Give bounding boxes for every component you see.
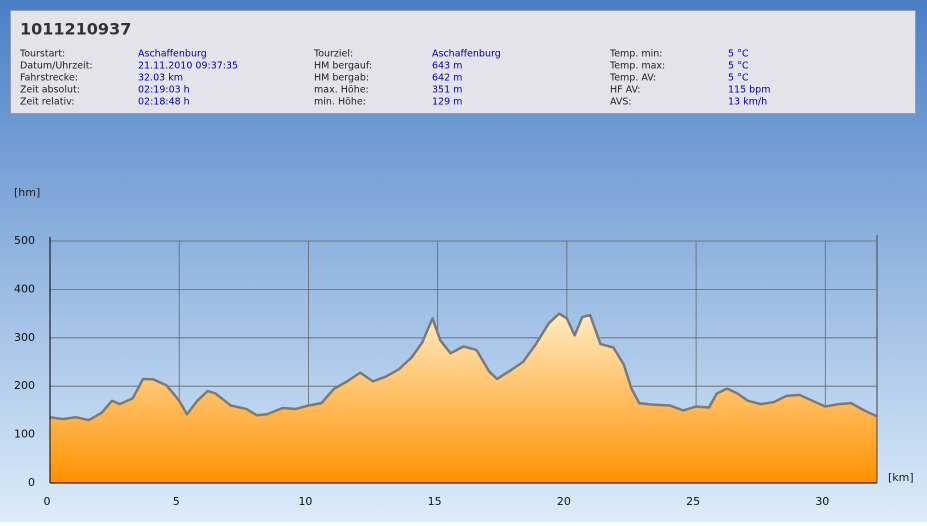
info-panel bbox=[10, 10, 916, 114]
y-tick-label: 400 bbox=[14, 282, 35, 295]
info-value: 643 m bbox=[432, 61, 462, 72]
tour-title: 1011210937 bbox=[20, 20, 131, 39]
y-tick-label: 300 bbox=[14, 331, 35, 344]
info-label: Tourziel: bbox=[313, 49, 353, 60]
y-tick-label: 100 bbox=[14, 428, 35, 441]
info-label: Zeit absolut: bbox=[20, 85, 80, 96]
info-value: 13 km/h bbox=[728, 97, 767, 108]
elevation-line bbox=[49, 312, 878, 422]
info-label: max. Höhe: bbox=[314, 85, 369, 96]
info-label: Temp. min: bbox=[609, 49, 662, 60]
y-axis-label: [hm] bbox=[14, 186, 40, 199]
x-tick-label: 15 bbox=[428, 495, 442, 508]
info-label: AVS: bbox=[610, 97, 632, 108]
info-label: HF AV: bbox=[610, 85, 640, 96]
y-tick-label: 200 bbox=[14, 379, 35, 392]
info-value: Aschaffenburg bbox=[138, 49, 207, 60]
info-label: min. Höhe: bbox=[314, 97, 366, 108]
x-tick-label: 5 bbox=[173, 495, 180, 508]
x-axis-label: [km] bbox=[888, 471, 914, 484]
x-tick-label: 20 bbox=[557, 495, 571, 508]
info-label: Temp. AV: bbox=[609, 73, 656, 84]
info-value: 129 m bbox=[432, 97, 462, 108]
x-tick-label: 0 bbox=[44, 495, 51, 508]
x-tick-label: 25 bbox=[686, 495, 700, 508]
info-value: 5 °C bbox=[728, 49, 749, 60]
info-value: 02:18:48 h bbox=[138, 97, 190, 108]
info-value: Aschaffenburg bbox=[432, 49, 501, 60]
info-value: 5 °C bbox=[728, 61, 749, 72]
info-label: Zeit relativ: bbox=[20, 97, 74, 108]
info-value: 5 °C bbox=[728, 73, 749, 84]
info-label: HM bergauf: bbox=[314, 61, 372, 72]
info-label: Tourstart: bbox=[19, 49, 65, 60]
info-value: 115 bpm bbox=[728, 85, 770, 96]
x-tick-label: 30 bbox=[815, 495, 829, 508]
x-tick-label: 10 bbox=[298, 495, 312, 508]
y-tick-label: 500 bbox=[14, 234, 35, 247]
info-value: 32.03 km bbox=[138, 73, 183, 84]
info-label: Temp. max: bbox=[609, 61, 665, 72]
info-value: 21.11.2010 09:37:35 bbox=[138, 61, 238, 72]
info-value: 351 m bbox=[432, 85, 462, 96]
info-value: 02:19:03 h bbox=[138, 85, 190, 96]
info-label: HM bergab: bbox=[314, 73, 369, 84]
info-value: 642 m bbox=[432, 73, 462, 84]
y-tick-label: 0 bbox=[28, 476, 35, 489]
elevation-area bbox=[50, 313, 877, 483]
info-label: Datum/Uhrzeit: bbox=[20, 61, 93, 72]
info-label: Fahrstrecke: bbox=[20, 73, 78, 84]
